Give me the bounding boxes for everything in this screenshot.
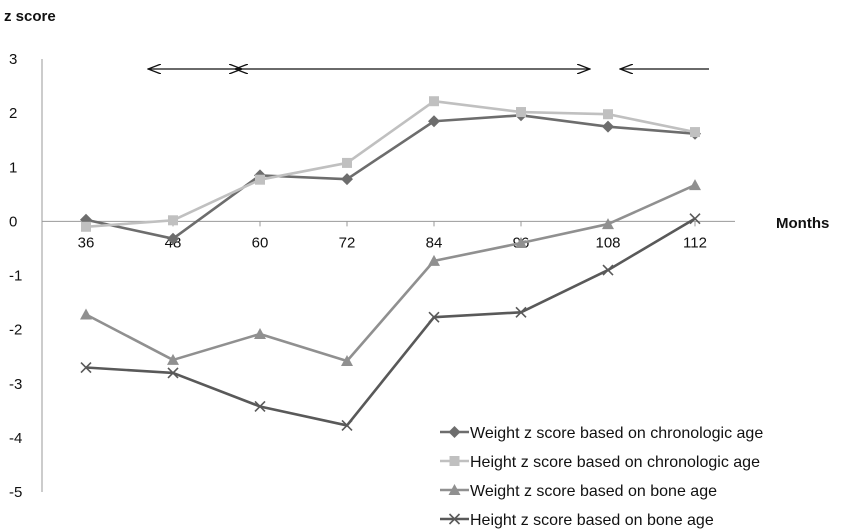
legend-marker [448, 513, 461, 525]
x-tick-label: 72 [339, 234, 356, 251]
legend-entry: Height z score based on bone age [440, 512, 714, 529]
data-point-marker [167, 367, 179, 379]
x-tick-label: 108 [595, 234, 620, 251]
data-point-marker [342, 157, 352, 168]
data-point-marker [255, 174, 265, 185]
data-point-marker [429, 96, 439, 107]
series-4 [80, 213, 701, 431]
x-tick-label: 112 [683, 234, 707, 251]
legend-entry: Height z score based on chronologic age [440, 454, 760, 471]
x-tick-label: 60 [252, 234, 269, 251]
data-point-marker [341, 419, 353, 431]
series-line [85, 99, 696, 229]
data-point-marker [341, 355, 353, 367]
series-3 [80, 179, 701, 367]
data-point-marker [689, 179, 701, 191]
data-point-marker [689, 213, 701, 225]
legend-label: Height z score based on chronologic age [470, 454, 760, 471]
series-line [85, 217, 696, 427]
legend-label: Weight z score based on chronologic age [470, 425, 763, 442]
data-point-marker [515, 306, 527, 318]
data-point-marker [167, 353, 179, 365]
data-point-marker [80, 308, 92, 320]
y-tick-label: 0 [9, 213, 17, 230]
data-point-marker [603, 109, 613, 120]
data-point-marker [167, 232, 179, 245]
legend-marker [448, 484, 461, 495]
data-point-marker [81, 221, 91, 232]
y-tick-label: -4 [9, 430, 22, 447]
data-point-marker [602, 120, 614, 133]
y-tick-label: 3 [9, 51, 17, 68]
legend-label: Height z score based on bone age [470, 512, 714, 529]
series-line [85, 183, 696, 363]
y-tick-label: -5 [9, 484, 22, 501]
series-2 [81, 96, 700, 232]
legend-marker [449, 456, 460, 466]
y-tick-label: 2 [9, 105, 17, 122]
data-point-marker [254, 400, 266, 413]
data-point-marker [428, 311, 440, 323]
data-point-marker [690, 127, 700, 138]
legend-marker [448, 426, 461, 438]
series-line [85, 113, 696, 240]
y-tick-label: 1 [9, 159, 17, 176]
data-point-marker [516, 107, 526, 118]
legend-label: Weight z score based on bone age [470, 483, 717, 500]
data-point-marker [254, 327, 266, 339]
data-point-marker [80, 361, 92, 374]
x-tick-label: 36 [78, 234, 95, 251]
data-point-marker [428, 254, 440, 266]
y-tick-label: -3 [9, 376, 22, 393]
legend-entry: Weight z score based on bone age [440, 483, 717, 500]
data-point-marker [602, 218, 614, 230]
legend-entry: Weight z score based on chronologic age [440, 425, 763, 442]
data-point-marker [602, 264, 614, 276]
x-axis-title: Months [776, 215, 829, 232]
data-point-marker [168, 215, 178, 226]
data-point-marker [341, 173, 353, 186]
y-tick-label: -2 [9, 322, 22, 339]
y-tick-label: -1 [9, 268, 22, 285]
y-axis-title: z score [4, 8, 56, 25]
x-tick-label: 84 [426, 234, 443, 251]
data-point-marker [428, 115, 440, 128]
data-point-marker [515, 237, 527, 249]
